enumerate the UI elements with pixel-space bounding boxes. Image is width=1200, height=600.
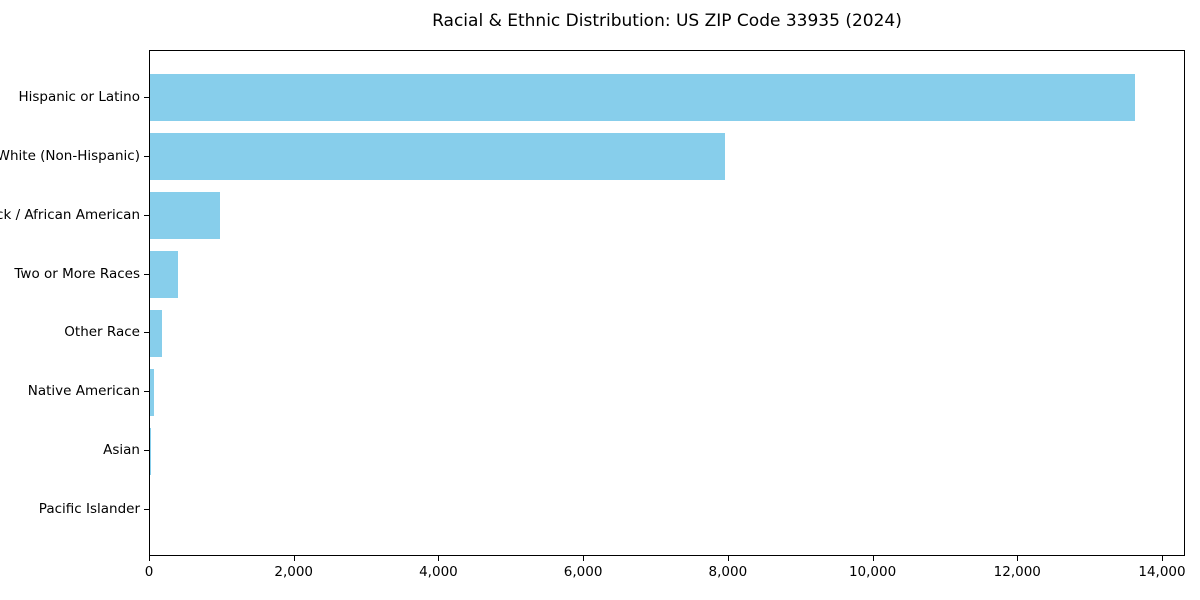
x-tick-mark xyxy=(872,556,874,561)
y-tick-label: White (Non-Hispanic) xyxy=(0,147,140,164)
x-tick-mark xyxy=(583,556,585,561)
y-tick-label: Black / African American xyxy=(0,206,140,223)
chart-title: Racial & Ethnic Distribution: US ZIP Cod… xyxy=(432,11,902,31)
bar-black-african-american xyxy=(150,191,221,240)
x-tick-label: 14,000 xyxy=(1138,564,1186,580)
plot-area xyxy=(149,50,1185,556)
x-tick-label: 10,000 xyxy=(848,564,897,580)
bar-two-or-more-races xyxy=(150,250,179,299)
bar-native-american xyxy=(150,368,154,417)
y-tick-label: Native American xyxy=(27,383,140,400)
x-tick-label: 6,000 xyxy=(563,564,603,580)
bar-asian xyxy=(150,427,152,476)
x-tick-mark xyxy=(293,556,295,561)
bar-other-race xyxy=(150,309,162,358)
y-tick-label: Other Race xyxy=(64,324,140,341)
y-tick-label: Pacific Islander xyxy=(38,501,140,518)
y-tick-label: Hispanic or Latino xyxy=(18,88,140,105)
x-tick-label: 8,000 xyxy=(708,564,748,580)
bar-hispanic-or-latino xyxy=(150,74,1136,122)
x-tick-mark xyxy=(727,556,729,561)
x-tick-mark xyxy=(1161,556,1163,561)
x-tick-label: 4,000 xyxy=(419,564,458,580)
x-tick-label: 0 xyxy=(144,564,154,580)
x-tick-mark xyxy=(149,556,150,561)
bar-white-non-hispanic xyxy=(150,132,725,181)
y-tick-label: Two or More Races xyxy=(14,265,140,282)
x-tick-mark xyxy=(438,556,440,561)
x-tick-label: 12,000 xyxy=(993,564,1041,580)
x-tick-mark xyxy=(1017,556,1019,561)
y-tick-label: Asian xyxy=(103,442,140,459)
x-tick-label: 2,000 xyxy=(274,564,314,580)
